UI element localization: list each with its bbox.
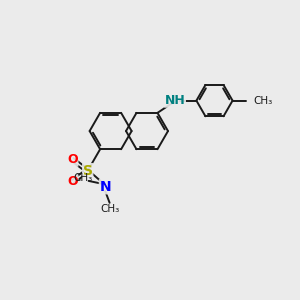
Text: CH₃: CH₃ [73,173,92,183]
Text: O: O [67,175,78,188]
Text: CH₃: CH₃ [253,96,272,106]
Text: NH: NH [165,94,185,107]
Text: S: S [83,164,93,178]
Text: N: N [99,180,111,194]
Text: O: O [67,153,78,166]
Text: CH₃: CH₃ [100,204,119,214]
